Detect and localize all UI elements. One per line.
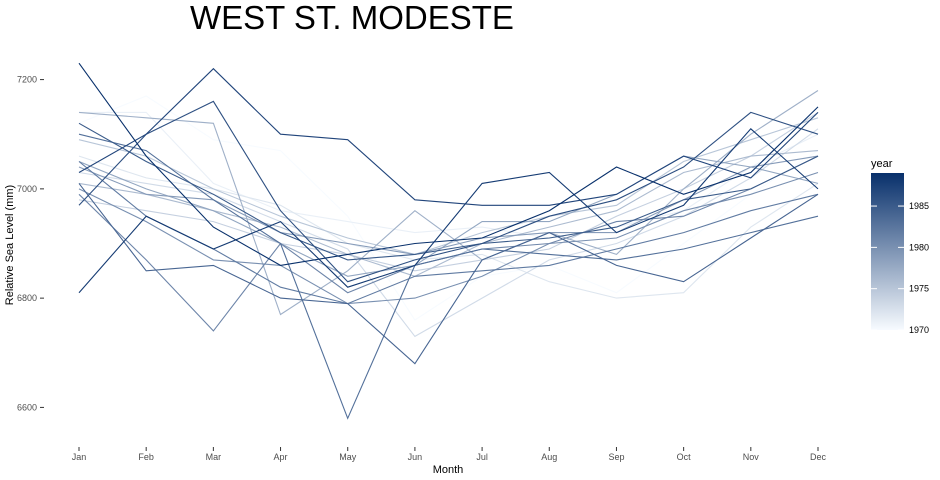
x-axis: Jan Feb Mar Apr May Jun Jul Aug Sep Oct Nov Dec bbox=[72, 447, 827, 462]
x-tick-label: Mar bbox=[206, 452, 222, 462]
series-line-1973 bbox=[78, 128, 819, 338]
legend-tick-label: 1970 bbox=[909, 325, 929, 335]
series-line-1989 bbox=[78, 62, 819, 266]
legend-colorbar bbox=[871, 173, 904, 330]
series-line-1987 bbox=[78, 67, 819, 206]
series-line-1988 bbox=[78, 128, 819, 294]
y-axis-title: Relative Sea Level (mm) bbox=[4, 185, 16, 305]
y-tick-label: 6600 bbox=[17, 402, 37, 412]
x-tick-label: Jan bbox=[72, 452, 87, 462]
series-line-1980 bbox=[78, 171, 819, 305]
x-tick-label: Sep bbox=[608, 452, 624, 462]
series-line-1976 bbox=[78, 150, 819, 277]
legend-tick-label: 1975 bbox=[909, 284, 929, 294]
series-line-1978 bbox=[78, 155, 819, 277]
color-legend: year 1970 1975 1980 1985 bbox=[871, 158, 929, 335]
x-tick-label: Jul bbox=[476, 452, 488, 462]
y-axis: 6600 6800 7000 7200 bbox=[17, 75, 44, 412]
x-tick-label: Jun bbox=[408, 452, 423, 462]
series-line-1984 bbox=[78, 183, 819, 365]
x-axis-title: Month bbox=[433, 464, 464, 476]
y-tick-label: 6800 bbox=[17, 293, 37, 303]
series-line-1985 bbox=[78, 122, 819, 261]
series-line-1986 bbox=[78, 100, 819, 283]
series-line-1977 bbox=[78, 90, 819, 316]
y-tick-label: 7000 bbox=[17, 184, 37, 194]
legend-title: year bbox=[871, 158, 893, 170]
x-tick-label: Nov bbox=[743, 452, 760, 462]
x-tick-label: Aug bbox=[541, 452, 557, 462]
x-tick-label: Oct bbox=[677, 452, 692, 462]
series-line-1983 bbox=[78, 133, 819, 420]
series-line-1970 bbox=[78, 95, 819, 321]
series-line-1974 bbox=[78, 111, 819, 272]
plot-area bbox=[78, 62, 819, 420]
x-tick-label: Feb bbox=[138, 452, 154, 462]
legend-tick-label: 1985 bbox=[909, 201, 929, 211]
series-line-1979 bbox=[78, 155, 819, 255]
x-tick-label: May bbox=[339, 452, 357, 462]
x-tick-label: Apr bbox=[274, 452, 288, 462]
legend-tick-label: 1980 bbox=[909, 242, 929, 252]
x-tick-label: Dec bbox=[810, 452, 827, 462]
chart-title: WEST ST. MODESTE bbox=[190, 0, 514, 36]
series-line-1971 bbox=[79, 111, 819, 239]
y-tick-label: 7200 bbox=[17, 75, 37, 85]
